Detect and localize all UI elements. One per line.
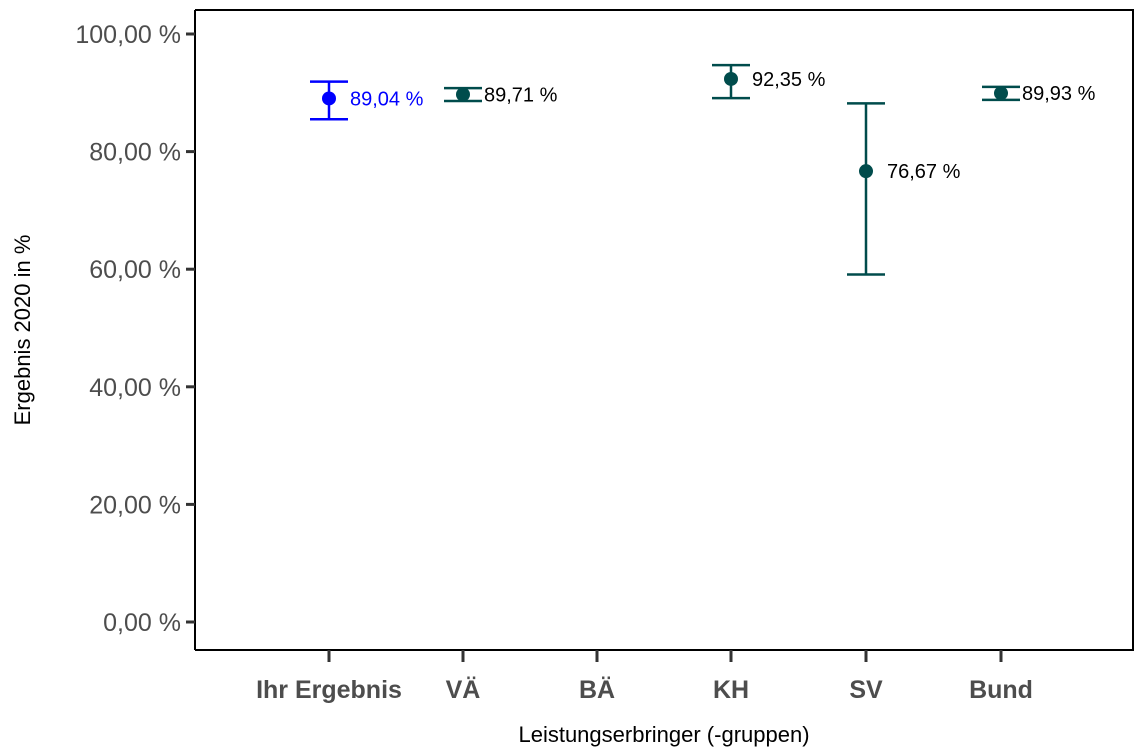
data-point-group: 89,71 % (444, 85, 558, 107)
data-point (456, 87, 470, 102)
y-tick-label: 20,00 % (89, 491, 181, 519)
data-marks: 89,04 % 89,71 % 92,35 % 76,67 % 89,93 % (310, 63, 1096, 276)
data-point (724, 71, 738, 86)
y-tick-label: 80,00 % (89, 139, 181, 167)
data-label: 89,71 % (484, 85, 558, 107)
data-point-group: 76,67 % (847, 102, 961, 276)
y-tick-label: 60,00 % (89, 256, 181, 284)
x-tick-label: VÄ (446, 676, 481, 704)
x-tick-label: BÄ (579, 676, 615, 704)
y-tick-label: 100,00 % (75, 21, 181, 49)
data-label: 89,04 % (350, 88, 424, 110)
data-point (859, 164, 873, 179)
y-tick-label: 0,00 % (103, 609, 181, 637)
data-label: 92,35 % (752, 69, 826, 91)
x-axis-title: Leistungserbringer (-gruppen) (518, 722, 809, 747)
y-axis-title: Ergebnis 2020 in % (10, 235, 35, 426)
data-point-group: 89,04 % (310, 80, 424, 121)
data-point-group: 92,35 % (712, 63, 826, 100)
data-label: 89,93 % (1022, 83, 1096, 105)
y-axis: 0,00 % 20,00 % 40,00 % 60,00 % 80,00 % 100,00… (75, 9, 1134, 650)
x-tick-label: Ihr Ergebnis (256, 676, 402, 704)
y-tick-label: 40,00 % (89, 374, 181, 402)
x-tick-label: SV (849, 676, 883, 704)
x-axis: Ihr Ergebnis VÄ BÄ KH SV Bund (195, 649, 1134, 704)
x-tick-label: KH (713, 676, 749, 704)
data-label: 76,67 % (887, 161, 961, 183)
x-tick-label: Bund (969, 676, 1033, 704)
data-point-group: 89,93 % (982, 83, 1096, 105)
data-point (994, 86, 1008, 101)
data-point (322, 91, 336, 106)
